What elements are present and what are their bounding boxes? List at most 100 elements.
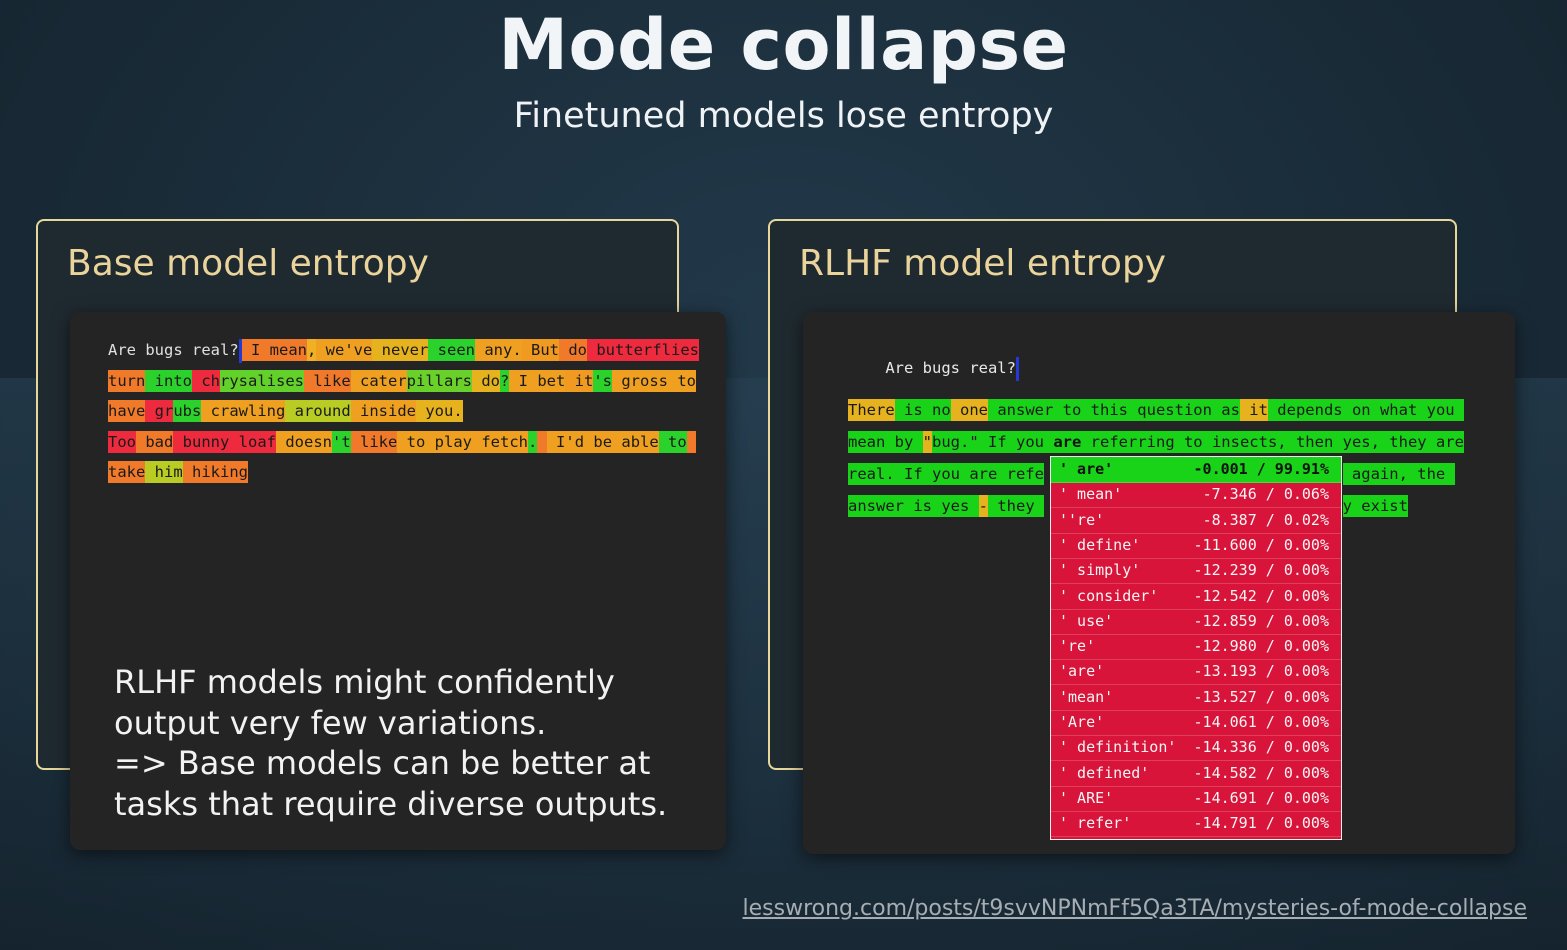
probability-row[interactable]: ' refer' -14.791 / 0.00% xyxy=(1051,811,1341,838)
logprob-value: -12.239 / 0.00% xyxy=(1193,561,1329,580)
probability-row[interactable]: ' mean' -7.346 / 0.06% xyxy=(1051,482,1341,509)
probability-row[interactable]: 'Are' -14.061 / 0.00% xyxy=(1051,710,1341,736)
token: him xyxy=(145,461,183,483)
token: pillars xyxy=(406,369,472,392)
token: . xyxy=(453,400,463,422)
token: one xyxy=(950,399,988,421)
logprob-value: -14.691 / 0.00% xyxy=(1193,788,1329,807)
token: inside xyxy=(350,400,416,422)
candidate-token: 'are' xyxy=(1059,662,1105,681)
token: ch xyxy=(192,369,220,392)
token: you xyxy=(415,400,454,422)
probability-row[interactable]: ' define' -11.600 / 0.00% xyxy=(1051,533,1341,559)
base-model-card-title: Base model entropy xyxy=(67,243,429,284)
token-probability-popup: ' are' -0.001 / 99.91% ' mean' -7.346 / 0.0… xyxy=(1050,456,1342,840)
token: There xyxy=(848,399,895,421)
candidate-token: ' definition' xyxy=(1059,738,1177,757)
token xyxy=(686,430,697,453)
logprob-value: -13.193 / 0.00% xyxy=(1193,662,1329,681)
token: we've xyxy=(316,339,373,361)
logprob-value: -14.582 / 0.00% xyxy=(1193,763,1329,782)
token: answer is yes xyxy=(848,495,979,517)
slide-subtitle: Finetuned models lose entropy xyxy=(513,96,1054,136)
token: answer to this question as xyxy=(988,399,1240,421)
token: depends on what you xyxy=(1267,399,1464,421)
token: bug." If you xyxy=(932,431,1054,453)
token: like xyxy=(304,369,351,392)
token-line: There is no one answer to this question … xyxy=(848,399,1464,421)
token: I xyxy=(509,369,529,392)
probability-row[interactable]: ' ARE' -14.691 / 0.00% xyxy=(1051,786,1341,812)
token: bet xyxy=(528,369,566,392)
token: loaf xyxy=(229,430,276,453)
candidate-token: ' simply' xyxy=(1059,561,1141,580)
token-line: Too bad bunny loaf doesn't like to play … xyxy=(108,430,697,453)
logprob-value: -14.061 / 0.00% xyxy=(1193,713,1329,731)
token: y exist xyxy=(1342,495,1408,517)
token: . xyxy=(512,339,522,361)
probability-row[interactable]: ' are' -0.001 / 99.91% xyxy=(1051,457,1341,483)
token: bad xyxy=(136,430,174,453)
probability-row[interactable]: ' definition' -14.336 / 0.00% xyxy=(1051,735,1341,762)
token: play xyxy=(425,430,473,453)
token: , xyxy=(306,339,317,361)
token: it xyxy=(565,369,594,392)
token: Too xyxy=(108,430,136,453)
token: referring to insects, then yes, they are xyxy=(1081,431,1464,453)
probability-row[interactable]: 're' -12.980 / 0.00% xyxy=(1051,634,1341,661)
logprob-value: -7.346 / 0.06% xyxy=(1202,485,1329,504)
probability-row[interactable]: ' use' -12.859 / 0.00% xyxy=(1051,609,1341,635)
candidate-token: ' consider' xyxy=(1059,586,1159,605)
token: butterflies xyxy=(587,339,699,361)
token: seen xyxy=(428,339,475,361)
text-cursor xyxy=(238,339,242,363)
base-model-panel: Are bugs real? I mean, we've never seen … xyxy=(70,312,726,850)
logprob-value: -14.791 / 0.00% xyxy=(1193,814,1329,833)
token: be xyxy=(584,430,613,453)
token: - xyxy=(978,495,988,517)
candidate-token: ' are' xyxy=(1059,460,1114,478)
probability-row[interactable]: ' defined' -14.582 / 0.00% xyxy=(1051,761,1341,787)
candidate-token: 'mean' xyxy=(1059,687,1114,706)
prompt-text: Are bugs real? xyxy=(108,341,239,359)
probability-row[interactable]: 'mean' -13.527 / 0.00% xyxy=(1051,685,1341,711)
token: " xyxy=(922,431,932,453)
token: mean by xyxy=(848,431,923,453)
token: again, the xyxy=(1342,463,1455,485)
token: have xyxy=(108,400,146,422)
logprob-value: -14.336 / 0.00% xyxy=(1193,738,1329,757)
probability-row[interactable]: ' simply' -12.239 / 0.00% xyxy=(1051,558,1341,585)
token: turn xyxy=(108,369,146,392)
token: . xyxy=(528,430,538,453)
token: hiking xyxy=(182,461,248,483)
token: to xyxy=(668,369,697,392)
token: are xyxy=(1053,431,1082,453)
token: 's xyxy=(593,369,613,392)
token: like xyxy=(350,430,398,453)
candidate-token: ' use' xyxy=(1059,611,1114,630)
token: it xyxy=(1239,399,1268,421)
logprob-value: -12.542 / 0.00% xyxy=(1193,586,1329,605)
rlhf-prompt: Are bugs real? xyxy=(885,359,1016,377)
source-link[interactable]: lesswrong.com/posts/t9svvNPNmFf5Qa3TA/my… xyxy=(742,896,1527,921)
token-line: have grubs crawling around inside you. xyxy=(108,400,463,422)
probability-row[interactable]: ' consider' -12.542 / 0.00% xyxy=(1051,584,1341,610)
token: real. If you are refe xyxy=(848,463,1044,485)
logprob-value: -12.859 / 0.00% xyxy=(1193,611,1329,630)
token: is xyxy=(894,399,923,421)
token: ubs xyxy=(173,400,202,422)
token: gross xyxy=(612,369,669,392)
probability-row[interactable]: 'are' -13.193 / 0.00% xyxy=(1051,659,1341,686)
candidate-token: ''re' xyxy=(1059,510,1105,529)
token: take xyxy=(108,461,146,483)
token: do xyxy=(472,369,500,392)
probability-row[interactable]: ''re' -8.387 / 0.02% xyxy=(1051,508,1341,534)
token: no xyxy=(922,399,951,421)
token: never xyxy=(372,339,429,361)
token: rysalises xyxy=(220,369,304,392)
token xyxy=(537,430,547,453)
rlhf-prompt-line: Are bugs real? xyxy=(848,335,1019,381)
slide-title: Mode collapse xyxy=(498,4,1069,86)
logprob-value: -0.001 / 99.91% xyxy=(1193,460,1329,478)
token: crawling xyxy=(201,400,286,422)
